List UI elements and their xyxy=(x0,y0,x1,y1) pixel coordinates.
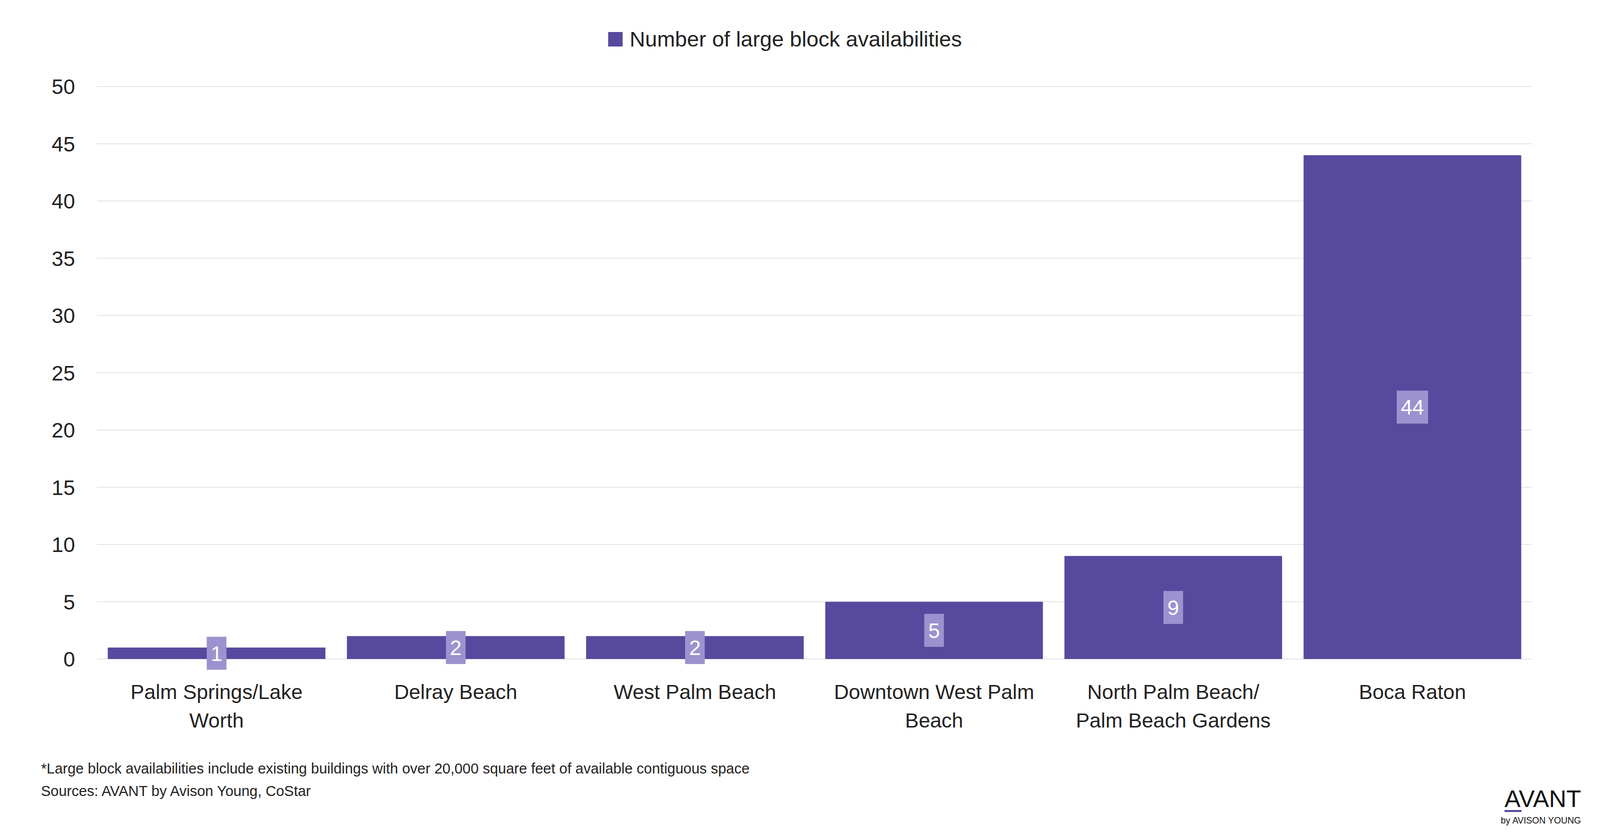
logo: AVANT xyxy=(1504,785,1581,812)
y-tick-label: 5 xyxy=(63,590,75,614)
y-tick-label: 40 xyxy=(51,189,75,213)
data-label-box xyxy=(924,614,944,647)
x-tick-label: Delray Beach xyxy=(394,680,517,704)
data-label-box xyxy=(206,637,226,670)
bar xyxy=(825,602,1043,660)
legend-swatch xyxy=(608,32,623,47)
x-tick-label-line: Downtown West Palm xyxy=(834,680,1034,704)
x-tick-label-line: Delray Beach xyxy=(394,680,517,704)
data-label-box xyxy=(1163,591,1183,624)
x-tick-label-line: North Palm Beach/ xyxy=(1087,680,1260,704)
y-tick-label: 15 xyxy=(51,476,75,500)
footnote: *Large block availabilities include exis… xyxy=(41,760,750,777)
logo-byline: by AVISON YOUNG xyxy=(1501,815,1581,826)
y-tick-label: 45 xyxy=(51,132,75,156)
x-tick-label-line: Palm Springs/Lake xyxy=(130,680,303,704)
y-tick-label: 25 xyxy=(51,361,75,385)
x-tick-label: West Palm Beach xyxy=(613,680,776,704)
data-label-box xyxy=(685,631,705,664)
x-tick-label-line: Palm Beach Gardens xyxy=(1076,709,1271,732)
chart: 051015202530354045501225944Palm Springs/… xyxy=(0,0,1600,840)
data-label: 2 xyxy=(450,636,462,660)
data-labels: 1 2 2 5 9 44 xyxy=(206,390,1428,670)
grid-line xyxy=(97,143,1532,145)
data-label: 44 xyxy=(1400,395,1424,419)
y-tick-label: 50 xyxy=(51,75,75,99)
x-tick-label-line: Beach xyxy=(905,709,963,732)
data-label: 1 xyxy=(210,642,222,666)
bar xyxy=(1303,155,1521,659)
y-tick-label: 0 xyxy=(63,647,75,671)
x-tick-label: Downtown West Palm Beach xyxy=(834,680,1034,732)
grid-line xyxy=(97,86,1532,87)
data-label: 2 xyxy=(689,636,701,660)
data-label-box xyxy=(446,631,466,664)
bar xyxy=(1064,556,1282,659)
bars xyxy=(108,155,1522,659)
legend-label: Number of large block availabilities xyxy=(629,27,962,51)
x-tick-label: Palm Springs/Lake Worth xyxy=(130,680,303,732)
source: Sources: AVANT by Avison Young, CoStar xyxy=(41,783,311,799)
data-label: 5 xyxy=(928,619,940,643)
data-label-box xyxy=(1396,390,1428,424)
x-tick-label: North Palm Beach/Palm Beach Gardens xyxy=(1076,680,1271,732)
x-tick-label-line: Worth xyxy=(189,709,244,732)
logo-underline xyxy=(1504,810,1522,812)
x-tick-label-line: West Palm Beach xyxy=(613,680,776,704)
y-tick-label: 30 xyxy=(51,304,75,328)
x-tick-label: Boca Raton xyxy=(1359,680,1466,704)
legend: Number of large block availabilities xyxy=(608,27,962,51)
y-tick-label: 35 xyxy=(51,247,75,271)
x-tick-label-line: Boca Raton xyxy=(1359,680,1466,704)
y-tick-label: 20 xyxy=(51,418,75,442)
data-label: 9 xyxy=(1167,596,1179,620)
y-tick-label: 10 xyxy=(51,533,75,557)
